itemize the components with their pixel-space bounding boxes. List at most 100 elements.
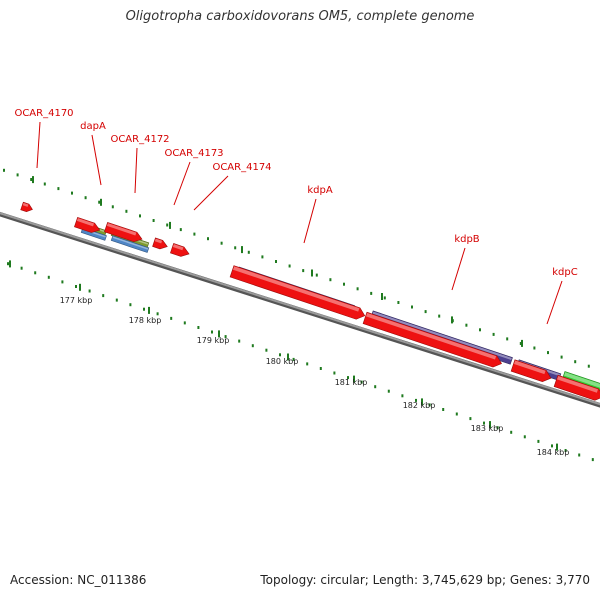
lower-tick-dot bbox=[197, 326, 200, 329]
upper-tick-dot bbox=[98, 200, 101, 204]
gene-leader-line bbox=[36, 121, 41, 169]
kbp-label: 178 kbp bbox=[129, 316, 162, 325]
upper-tick-dot bbox=[397, 301, 400, 304]
lower-tick-dot bbox=[483, 421, 485, 425]
gene-leader-line bbox=[546, 280, 563, 325]
lower-tick-dot bbox=[156, 312, 159, 316]
gene-highlight bbox=[22, 202, 29, 207]
upper-tick-major-tick bbox=[169, 221, 171, 229]
lower-tick-dot bbox=[224, 335, 227, 339]
upper-tick-dot bbox=[424, 310, 427, 314]
gene-bar bbox=[170, 243, 190, 257]
tick-marks bbox=[3, 168, 594, 462]
upper-tick-dot bbox=[479, 328, 481, 332]
upper-tick-dot bbox=[315, 273, 318, 277]
gene-label: OCAR_4174 bbox=[212, 162, 271, 173]
lower-tick-dot bbox=[591, 458, 594, 462]
lower-tick-dot bbox=[238, 339, 241, 343]
lower-tick-dot bbox=[319, 367, 322, 370]
gene-labels: OCAR_4170 dapA OCAR_4172 OCAR_4173 OCAR_4174… bbox=[14, 108, 578, 325]
lower-tick-dot bbox=[578, 453, 581, 457]
lower-tick-major-tick bbox=[421, 398, 423, 406]
gene-highlight bbox=[106, 223, 137, 236]
lower-tick-major-tick bbox=[79, 283, 81, 291]
gene-bar bbox=[74, 216, 101, 233]
lower-tick-dot bbox=[401, 394, 404, 398]
kbp-label: 180 kbp bbox=[266, 357, 299, 366]
upper-tick-dot bbox=[234, 246, 237, 250]
lower-tick-dot bbox=[415, 398, 417, 402]
lower-tick-dot bbox=[47, 275, 50, 279]
gene-highlight bbox=[366, 312, 497, 360]
lower-tick-dot bbox=[183, 321, 186, 325]
upper-tick-dot bbox=[179, 228, 182, 232]
upper-tick-dot bbox=[587, 364, 590, 368]
gene-label: kdpA bbox=[307, 185, 332, 196]
upper-tick-dot bbox=[3, 168, 5, 172]
backbone-highlight bbox=[0, 212, 600, 406]
gene-bar bbox=[510, 359, 552, 382]
gene-leader-line bbox=[451, 247, 466, 291]
kbp-labels: 177 kbp 178 kbp 179 kbp 180 kbp 181 kbp 182 k… bbox=[60, 296, 570, 457]
lower-tick-major-tick bbox=[353, 375, 355, 383]
upper-tick-dot bbox=[574, 360, 577, 364]
upper-tick-dot bbox=[261, 255, 264, 259]
lower-tick-dot bbox=[88, 289, 91, 293]
lower-tick-dot bbox=[510, 430, 513, 434]
lower-tick-dot bbox=[265, 348, 268, 352]
gene-bar bbox=[229, 265, 366, 320]
lower-tick-dot bbox=[387, 389, 390, 393]
gene-leader-line bbox=[91, 134, 102, 186]
gene-highlight bbox=[514, 360, 546, 375]
upper-tick-dot bbox=[30, 178, 33, 181]
gene-highlight bbox=[154, 238, 163, 244]
lower-tick-dot bbox=[537, 439, 540, 443]
lower-tick-major-tick bbox=[489, 421, 491, 429]
lower-tick-major-tick bbox=[556, 443, 558, 451]
lower-tick-dot bbox=[442, 408, 445, 411]
lower-tick-dot bbox=[523, 435, 526, 439]
gene-shape bbox=[20, 201, 33, 213]
lower-tick-dot bbox=[455, 412, 458, 416]
upper-tick-dot bbox=[356, 287, 359, 291]
gene-leader-line bbox=[134, 147, 138, 194]
upper-tick-dot bbox=[43, 182, 46, 186]
upper-tick-dot bbox=[492, 332, 495, 336]
gene-leader-line bbox=[303, 198, 317, 244]
genome-summary: Topology: circular; Length: 3,745,629 bp… bbox=[260, 573, 590, 587]
gene-highlight bbox=[564, 372, 600, 390]
lower-tick-dot bbox=[360, 380, 363, 384]
upper-tick-dot bbox=[166, 223, 169, 227]
upper-tick-dot bbox=[302, 269, 305, 273]
gene-bar bbox=[152, 237, 168, 250]
upper-tick-dot bbox=[111, 205, 114, 209]
lower-tick-dot bbox=[333, 371, 336, 375]
gene-bar bbox=[110, 235, 150, 253]
lower-tick-dot bbox=[469, 417, 472, 421]
lower-tick-major-tick bbox=[218, 330, 220, 338]
upper-tick-dot bbox=[247, 250, 250, 254]
gene-label: OCAR_4170 bbox=[14, 108, 73, 119]
gene-leader-line bbox=[173, 161, 191, 206]
upper-tick-dot bbox=[125, 209, 128, 213]
upper-tick-dot bbox=[57, 187, 60, 191]
upper-tick-dot bbox=[506, 337, 509, 341]
gene-leader-line bbox=[193, 175, 229, 211]
upper-tick-dot bbox=[343, 282, 345, 286]
gene-label: OCAR_4173 bbox=[164, 148, 223, 159]
gene-shape bbox=[152, 237, 168, 250]
gene-bar bbox=[553, 374, 600, 401]
gene-features bbox=[20, 201, 600, 401]
upper-tick-dot bbox=[411, 305, 413, 309]
gene-label: OCAR_4172 bbox=[110, 134, 169, 145]
lower-tick-dot bbox=[551, 444, 553, 448]
upper-tick-dot bbox=[547, 351, 549, 355]
lower-tick-dot bbox=[496, 426, 499, 430]
upper-tick-dot bbox=[383, 296, 386, 300]
lower-tick-major-tick bbox=[287, 353, 289, 361]
lower-tick-dot bbox=[347, 376, 349, 380]
lower-tick-dot bbox=[306, 362, 309, 366]
lower-tick-dot bbox=[211, 330, 213, 334]
upper-tick-major-tick bbox=[451, 316, 453, 324]
lower-tick-dot bbox=[75, 285, 77, 288]
